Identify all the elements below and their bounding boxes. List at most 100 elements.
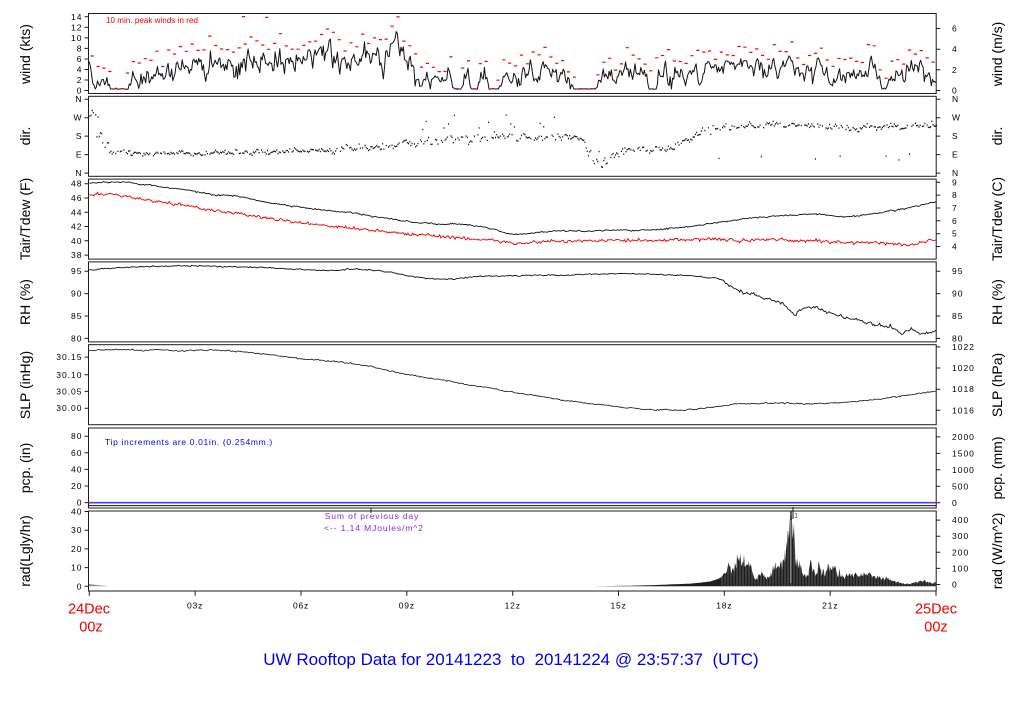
svg-text:S: S <box>76 131 83 141</box>
svg-text:30.05: 30.05 <box>56 386 82 396</box>
svg-text:1016: 1016 <box>952 405 975 415</box>
svg-text:42: 42 <box>71 222 82 232</box>
svg-text:25Dec: 25Dec <box>915 602 957 618</box>
svg-text:80: 80 <box>952 333 963 343</box>
svg-text:80: 80 <box>71 333 82 343</box>
svg-text:2: 2 <box>77 75 83 85</box>
svg-text:Tip increments are 0.01in. (0.: Tip increments are 0.01in. (0.254mm.) <box>105 437 273 447</box>
svg-text:8: 8 <box>952 190 958 200</box>
svg-text:10: 10 <box>71 563 82 573</box>
svg-text:9: 9 <box>952 177 958 187</box>
svg-text:wind (m/s): wind (m/s) <box>989 22 1005 88</box>
svg-text:40: 40 <box>71 507 82 517</box>
svg-text:Tair/Tdew (C): Tair/Tdew (C) <box>989 177 1005 261</box>
svg-text:85: 85 <box>952 311 963 321</box>
svg-text:18z: 18z <box>716 601 732 611</box>
svg-text:SLP (inHg): SLP (inHg) <box>17 351 33 419</box>
svg-text:1022: 1022 <box>952 342 975 352</box>
svg-text:4: 4 <box>77 65 83 75</box>
svg-text:400: 400 <box>952 515 969 525</box>
svg-text:06z: 06z <box>293 601 309 611</box>
svg-text:20: 20 <box>71 544 82 554</box>
svg-text:10 min. peak winds in red: 10 min. peak winds in red <box>106 16 198 25</box>
svg-text:1018: 1018 <box>952 384 975 394</box>
svg-text:95: 95 <box>71 266 82 276</box>
svg-text:2: 2 <box>952 65 958 75</box>
svg-text:24Dec: 24Dec <box>68 602 110 618</box>
svg-text:100: 100 <box>952 563 969 573</box>
svg-text:0: 0 <box>77 498 83 508</box>
svg-text:0: 0 <box>77 581 83 591</box>
svg-text:38: 38 <box>71 250 82 260</box>
svg-text:21z: 21z <box>822 601 838 611</box>
svg-text:RH (%): RH (%) <box>17 279 33 325</box>
svg-text:S: S <box>952 131 959 141</box>
svg-text:W: W <box>952 113 961 123</box>
svg-text:0: 0 <box>952 498 958 508</box>
svg-text:N: N <box>75 168 82 178</box>
svg-text:1500: 1500 <box>952 448 975 458</box>
svg-text:30.10: 30.10 <box>56 370 82 380</box>
svg-text:15z: 15z <box>610 601 626 611</box>
svg-text:Tair/Tdew (F): Tair/Tdew (F) <box>17 178 33 260</box>
svg-text:<-- 1.14 MJoules/m^2: <-- 1.14 MJoules/m^2 <box>324 523 424 533</box>
svg-text:12z: 12z <box>505 601 521 611</box>
svg-text:500: 500 <box>952 481 969 491</box>
svg-text:dir.: dir. <box>989 127 1005 146</box>
svg-text:80: 80 <box>71 431 82 441</box>
svg-text:09z: 09z <box>399 601 415 611</box>
svg-text:20: 20 <box>71 481 82 491</box>
svg-text:0: 0 <box>952 580 958 590</box>
svg-text:30.00: 30.00 <box>56 403 82 413</box>
svg-text:1: 1 <box>794 511 798 520</box>
svg-text:E: E <box>952 150 959 160</box>
svg-text:40: 40 <box>71 236 82 246</box>
svg-text:dir.: dir. <box>17 127 33 146</box>
svg-text:RH (%): RH (%) <box>989 279 1005 325</box>
svg-text:Sum of previous day: Sum of previous day <box>325 511 420 521</box>
svg-text:85: 85 <box>71 311 82 321</box>
svg-text:W: W <box>73 113 82 123</box>
svg-text:6: 6 <box>77 54 83 64</box>
svg-text:00z: 00z <box>924 620 947 636</box>
svg-text:0: 0 <box>77 86 83 96</box>
svg-text:6: 6 <box>952 216 958 226</box>
svg-text:N: N <box>952 168 959 178</box>
svg-text:30: 30 <box>71 525 82 535</box>
svg-text:48: 48 <box>71 179 82 189</box>
svg-text:12: 12 <box>71 22 82 32</box>
svg-text:8: 8 <box>77 43 83 53</box>
svg-text:30.15: 30.15 <box>56 352 82 362</box>
svg-text:7: 7 <box>952 203 958 213</box>
svg-text:4: 4 <box>952 242 958 252</box>
svg-text:rad(Lgly/hr): rad(Lgly/hr) <box>17 515 33 587</box>
svg-text:6: 6 <box>952 24 958 34</box>
svg-text:wind (kts): wind (kts) <box>17 24 33 85</box>
svg-text:46: 46 <box>71 193 82 203</box>
svg-text:pcp. (in): pcp. (in) <box>17 443 33 494</box>
svg-text:1000: 1000 <box>952 465 975 475</box>
svg-text:0: 0 <box>952 86 958 96</box>
svg-text:2000: 2000 <box>952 432 975 442</box>
svg-text:N: N <box>952 94 959 104</box>
svg-text:300: 300 <box>952 531 969 541</box>
svg-text:44: 44 <box>71 207 82 217</box>
svg-text:90: 90 <box>71 289 82 299</box>
svg-text:00z: 00z <box>79 620 102 636</box>
svg-text:5: 5 <box>952 229 958 239</box>
svg-text:40: 40 <box>71 464 82 474</box>
svg-text:1020: 1020 <box>952 363 975 373</box>
svg-text:200: 200 <box>952 547 969 557</box>
svg-text:90: 90 <box>952 289 963 299</box>
svg-text:60: 60 <box>71 448 82 458</box>
svg-text:SLP (hPa): SLP (hPa) <box>989 353 1005 417</box>
svg-text:10: 10 <box>71 33 82 43</box>
svg-text:N: N <box>75 94 82 104</box>
svg-text:UW Rooftop Data for 20141223: UW Rooftop Data for 20141223 to 20141224… <box>263 650 758 669</box>
svg-text:14: 14 <box>71 12 82 22</box>
svg-text:rad (W/m^2): rad (W/m^2) <box>989 513 1005 590</box>
svg-text:E: E <box>76 150 83 160</box>
svg-text:03z: 03z <box>187 601 203 611</box>
svg-text:pcp. (mm): pcp. (mm) <box>989 437 1005 500</box>
svg-text:95: 95 <box>952 266 963 276</box>
